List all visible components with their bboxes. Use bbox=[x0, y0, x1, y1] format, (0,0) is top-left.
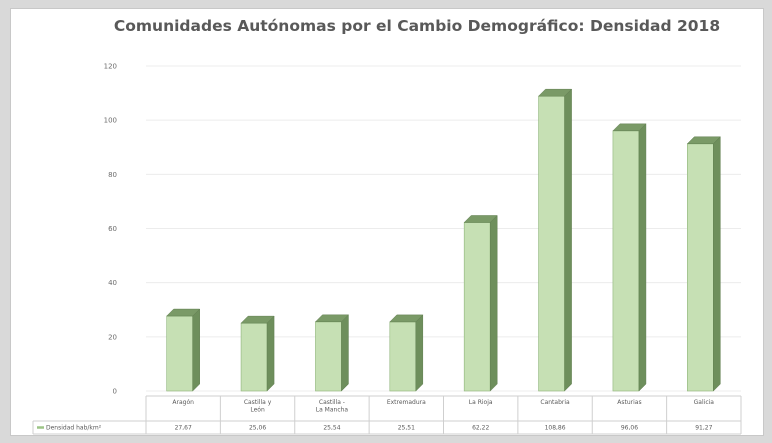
bar bbox=[389, 314, 424, 392]
bar bbox=[686, 136, 721, 392]
data-label: 25,54 bbox=[323, 425, 340, 432]
y-tick-label: 100 bbox=[104, 117, 117, 125]
bar-top bbox=[166, 308, 201, 317]
y-tick-label: 120 bbox=[104, 63, 117, 71]
category-label: Extremadura bbox=[387, 399, 426, 406]
y-tick-label: 40 bbox=[108, 279, 117, 287]
bar-side bbox=[564, 88, 572, 392]
category-label: La Rioja bbox=[469, 399, 493, 406]
bar bbox=[612, 123, 647, 392]
bar-top bbox=[389, 314, 424, 323]
bar-front bbox=[612, 130, 640, 392]
series-name: Densidad hab/km² bbox=[46, 425, 102, 432]
bar-top bbox=[686, 136, 721, 145]
bar-top bbox=[240, 315, 275, 324]
data-label: 96,06 bbox=[621, 425, 638, 432]
bar-top bbox=[463, 215, 498, 223]
y-tick-label: 80 bbox=[108, 171, 117, 179]
bar-front bbox=[389, 321, 417, 392]
bar-side bbox=[415, 314, 424, 392]
bar bbox=[463, 214, 498, 392]
bar-chart: Comunidades Autónomas por el Cambio Demo… bbox=[32, 17, 742, 435]
bar-side bbox=[638, 123, 647, 392]
bar-front bbox=[687, 143, 714, 392]
y-axis-ticks: 120 100 80 60 40 20 0 bbox=[104, 63, 117, 396]
bar-top bbox=[537, 88, 573, 97]
data-label: 62,22 bbox=[472, 425, 489, 432]
bar-front bbox=[538, 95, 565, 392]
data-label: 108,86 bbox=[545, 425, 566, 432]
bar-side bbox=[489, 214, 498, 392]
category-label: Aragón bbox=[172, 399, 194, 406]
chart-title: Comunidades Autónomas por el Cambio Demo… bbox=[114, 17, 720, 35]
data-label: 25,51 bbox=[398, 425, 415, 432]
bar-front bbox=[166, 315, 193, 392]
bar-top bbox=[612, 123, 647, 132]
category-label: Castilla - bbox=[319, 399, 345, 406]
category-label: Cantabria bbox=[540, 399, 570, 406]
bar-front bbox=[463, 222, 491, 392]
bar-side bbox=[713, 136, 721, 392]
bars bbox=[166, 88, 721, 392]
bar-side bbox=[266, 315, 275, 392]
chart-frame: Comunidades Autónomas por el Cambio Demo… bbox=[10, 8, 764, 436]
bar bbox=[166, 308, 201, 392]
bar bbox=[240, 315, 275, 392]
y-tick-label: 60 bbox=[108, 225, 117, 233]
bar bbox=[537, 88, 573, 392]
y-tick-label: 20 bbox=[108, 333, 117, 341]
bar-side bbox=[192, 308, 200, 392]
gridlines bbox=[146, 65, 741, 392]
y-tick-label: 0 bbox=[113, 388, 117, 396]
data-label: 91,27 bbox=[695, 425, 712, 432]
data-label: 27,67 bbox=[175, 425, 192, 432]
data-label: 25,06 bbox=[249, 425, 266, 432]
category-label: León bbox=[250, 407, 265, 414]
bar bbox=[314, 314, 350, 392]
category-label: La Mancha bbox=[316, 407, 349, 414]
bar-front bbox=[240, 322, 268, 392]
category-label: Asturias bbox=[617, 399, 641, 406]
bar-top bbox=[314, 314, 350, 323]
bar-side bbox=[341, 314, 349, 392]
bar-front bbox=[315, 321, 342, 392]
category-label: Castilla y bbox=[244, 399, 272, 406]
category-label: Galicia bbox=[694, 399, 715, 406]
